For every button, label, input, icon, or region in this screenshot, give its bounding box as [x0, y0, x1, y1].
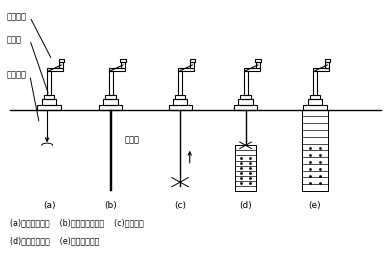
Bar	[244, 68, 260, 71]
Text: (a)钻机就位钻孔    (b)钻孔至设计高程    (c)旋喷开始: (a)钻机就位钻孔 (b)钻孔至设计高程 (c)旋喷开始	[11, 218, 144, 228]
Bar	[240, 95, 251, 100]
Bar	[178, 68, 194, 71]
Bar	[173, 100, 187, 105]
Bar	[44, 95, 54, 100]
Bar	[120, 59, 126, 62]
Bar	[109, 68, 125, 71]
Bar	[109, 110, 112, 191]
Text: 旋喷管: 旋喷管	[124, 136, 139, 145]
Bar	[325, 59, 330, 62]
Bar	[105, 95, 116, 100]
Bar	[175, 95, 185, 100]
Bar	[178, 71, 182, 95]
Text: (c): (c)	[174, 201, 186, 210]
Text: (a): (a)	[43, 201, 55, 210]
Bar	[303, 110, 328, 191]
Bar	[59, 59, 64, 62]
Bar	[238, 100, 253, 105]
Bar	[47, 68, 63, 71]
Bar	[255, 59, 261, 62]
Bar	[256, 62, 260, 68]
Text: (d)边旋喷边提升    (e)旋喷结束成桩: (d)边旋喷边提升 (e)旋喷结束成桩	[11, 236, 100, 245]
Bar	[47, 71, 51, 95]
Bar	[121, 62, 125, 68]
Text: (d): (d)	[239, 201, 252, 210]
Bar	[38, 105, 61, 110]
Bar	[190, 62, 194, 68]
Bar	[99, 105, 122, 110]
Text: 钻孔机械: 钻孔机械	[7, 71, 27, 80]
Bar	[190, 59, 195, 62]
Bar	[59, 62, 63, 68]
Bar	[303, 105, 326, 110]
Bar	[109, 71, 113, 95]
Bar	[234, 105, 257, 110]
Text: (e): (e)	[308, 201, 321, 210]
Bar	[325, 62, 329, 68]
Text: 压浆车: 压浆车	[7, 35, 22, 44]
Bar	[313, 68, 329, 71]
Text: (b): (b)	[104, 201, 117, 210]
Bar	[235, 145, 256, 191]
Bar	[103, 100, 118, 105]
Bar	[310, 95, 320, 100]
Bar	[169, 105, 192, 110]
Bar	[313, 71, 317, 95]
Bar	[308, 100, 322, 105]
Text: 高压胶管: 高压胶管	[7, 12, 27, 21]
Bar	[42, 100, 56, 105]
Bar	[244, 71, 248, 95]
